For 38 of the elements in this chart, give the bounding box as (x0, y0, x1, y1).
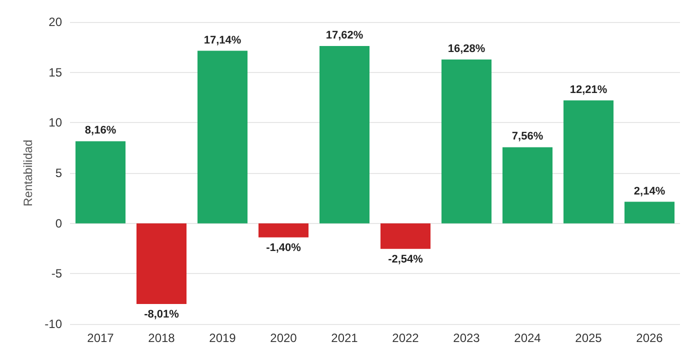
bar (380, 223, 431, 249)
bar (75, 141, 126, 224)
y-tick-label: 0 (55, 216, 62, 230)
bar (502, 147, 553, 224)
x-tick-label: 2020 (270, 331, 298, 345)
data-label: 12,21% (570, 84, 608, 96)
x-tick-label: 2025 (575, 331, 602, 345)
data-label: -8,01% (144, 308, 180, 320)
y-tick-label: -10 (44, 317, 62, 331)
y-tick-label: -5 (51, 266, 62, 281)
y-axis-title: Rentabilidad (20, 140, 35, 206)
data-label: 16,28% (448, 42, 486, 55)
x-tick-label: 2023 (453, 331, 480, 345)
x-tick-label: 2021 (331, 331, 358, 345)
data-label: 17,62% (326, 29, 364, 42)
data-label: 8,16% (84, 124, 116, 137)
y-tick-label: 15 (48, 65, 62, 80)
x-tick-label: 2024 (514, 331, 542, 345)
data-label: 7,56% (512, 130, 544, 143)
x-tick-label: 2022 (392, 331, 420, 345)
bar (624, 202, 675, 224)
bar (441, 59, 492, 224)
data-label: 2,14% (634, 185, 666, 198)
data-label: -1,40% (266, 242, 302, 254)
bar (319, 46, 370, 224)
data-label: 17,14% (204, 34, 242, 46)
bar (563, 100, 614, 224)
bar (197, 50, 248, 224)
bar (136, 223, 187, 304)
x-tick-label: 2018 (148, 331, 176, 345)
bar (258, 223, 309, 238)
data-label: -2,54% (388, 253, 424, 266)
x-tick-label: 2019 (209, 331, 236, 345)
x-tick-label: 2017 (87, 331, 114, 345)
y-tick-label: 20 (48, 15, 62, 29)
y-tick-label: 10 (48, 116, 62, 130)
y-tick-label: 5 (55, 166, 62, 180)
x-tick-label: 2026 (636, 331, 664, 345)
